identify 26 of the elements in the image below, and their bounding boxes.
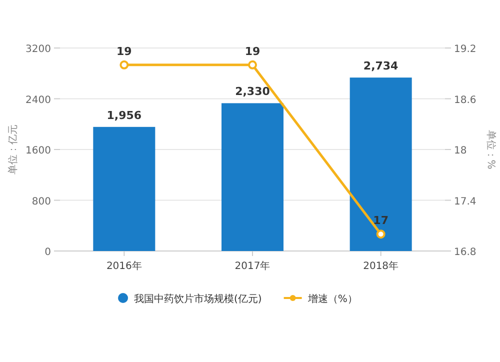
- y-axis-title: 单位：亿元: [7, 124, 19, 174]
- data-label: 1,956: [106, 108, 142, 122]
- bar: [222, 103, 284, 251]
- x-tick-label: 2018年: [363, 260, 399, 272]
- data-label: 19: [244, 44, 260, 58]
- y-tick-label: 0: [44, 247, 51, 258]
- y-tick-label: 3200: [26, 44, 51, 55]
- y-tick-label: 2400: [26, 94, 51, 106]
- data-label: 19: [116, 44, 132, 58]
- y2-axis-title: 单位：%: [485, 130, 497, 170]
- bar: [93, 126, 156, 251]
- y2-tick-label: 17.4: [454, 196, 476, 208]
- y2-tick-label: 18.6: [454, 94, 476, 106]
- data-label: 2,330: [235, 85, 270, 98]
- x-tick-label: 2017年: [234, 260, 270, 272]
- bar: [350, 78, 412, 251]
- y-tick-label: 800: [32, 196, 51, 208]
- x-tick-label: 2016年: [106, 260, 142, 272]
- y2-tick-label: 18: [454, 146, 467, 156]
- y2-tick-label: 19.2: [454, 44, 476, 55]
- y-tick-label: 1600: [26, 146, 51, 156]
- data-label: 2,734: [363, 60, 399, 73]
- legend-label: 我国中药饮片市场规模(亿元): [134, 293, 262, 305]
- legend-label: 增速（%）: [306, 293, 358, 305]
- y2-tick-label: 16.8: [454, 247, 476, 258]
- data-label: 17: [373, 214, 388, 228]
